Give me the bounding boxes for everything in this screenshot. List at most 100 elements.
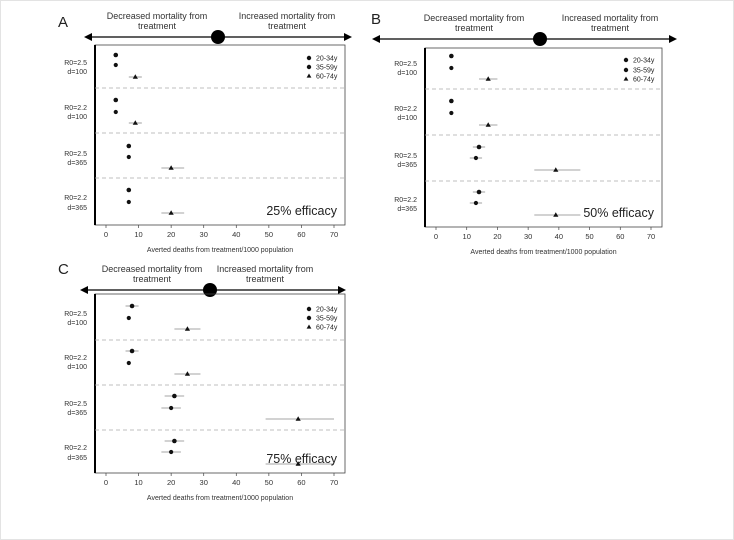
data-point-60-74y: [553, 167, 559, 172]
data-point-20-34y: [172, 393, 177, 399]
data-point-35-59y: [126, 360, 131, 366]
header-center-marker: [211, 30, 225, 44]
row-label: d=100: [67, 364, 87, 371]
row-label: d=100: [67, 320, 87, 327]
x-tick-label: 40: [232, 230, 240, 239]
efficacy-annotation: 50% efficacy: [583, 206, 654, 220]
row-label: R0=2.5: [64, 311, 87, 318]
x-tick-label: 50: [585, 232, 593, 241]
row-label: d=100: [67, 114, 87, 121]
x-tick-label: 0: [104, 230, 108, 239]
row-label: R0=2.5: [64, 151, 87, 158]
panel-A: A Decreased mortality fromtreatmentIncrea…: [58, 11, 352, 254]
x-tick-label: 10: [134, 230, 142, 239]
legend-marker: [306, 73, 312, 78]
x-axis-title: Averted deaths from treatment/1000 popul…: [470, 249, 616, 256]
x-tick-label: 30: [524, 232, 532, 241]
row-label: d=365: [67, 160, 87, 167]
x-tick-label: 70: [330, 478, 338, 487]
panel-B: B Decreased mortality fromtreatmentIncrea…: [371, 11, 677, 256]
data-point-60-74y: [184, 371, 191, 376]
data-point-60-74y: [295, 416, 301, 421]
data-point-20-34y: [172, 438, 177, 444]
arrowhead-left: [80, 286, 88, 294]
x-tick-label: 10: [463, 232, 471, 241]
row-label: d=100: [67, 69, 87, 76]
arrowhead-right: [669, 35, 677, 43]
data-point-60-74y: [168, 210, 174, 215]
legend-label: 60-74y: [316, 325, 338, 332]
legend-marker: [306, 306, 312, 312]
x-tick-label: 50: [265, 478, 273, 487]
data-point-60-74y: [553, 212, 559, 217]
header-right-text: treatment: [591, 23, 630, 33]
row-label: R0=2.2: [64, 195, 87, 202]
x-tick-label: 70: [330, 230, 338, 239]
legend-marker: [306, 64, 312, 70]
data-point-35-59y: [113, 109, 118, 115]
legend-label: 60-74y: [316, 74, 338, 81]
data-point-20-34y: [129, 348, 135, 354]
legend-label: 20-34y: [316, 307, 338, 314]
x-tick-label: 10: [134, 478, 142, 487]
data-point-60-74y: [168, 165, 174, 170]
row-label: R0=2.5: [394, 153, 417, 160]
header-left-text: Decreased mortality from: [424, 13, 525, 23]
x-tick-label: 40: [555, 232, 563, 241]
data-point-60-74y: [184, 326, 191, 331]
header-left-text: treatment: [133, 274, 172, 284]
data-point-60-74y: [485, 76, 491, 81]
data-point-20-34y: [476, 189, 482, 195]
plot-frame: [94, 44, 346, 226]
header-left-text: treatment: [455, 23, 494, 33]
legend-marker: [623, 67, 629, 73]
data-point-35-59y: [473, 200, 479, 206]
data-point-20-34y: [126, 143, 132, 149]
x-tick-label: 20: [493, 232, 501, 241]
data-point-60-74y: [485, 122, 491, 127]
data-point-35-59y: [169, 449, 174, 455]
header-right-text: treatment: [268, 21, 307, 31]
data-point-60-74y: [132, 74, 138, 79]
x-tick-label: 40: [232, 478, 240, 487]
row-label: d=365: [67, 455, 87, 462]
x-tick-label: 0: [104, 478, 108, 487]
legend-label: 20-34y: [316, 56, 338, 63]
data-point-20-34y: [129, 303, 135, 309]
row-label: R0=2.2: [394, 197, 417, 204]
panel-letter: A: [58, 14, 68, 31]
data-point-35-59y: [113, 62, 118, 68]
row-label: R0=2.5: [394, 61, 417, 68]
data-point-20-34y: [449, 53, 454, 59]
panel-C: C Decreased mortality fromtreatmentIncrea…: [58, 261, 346, 502]
data-point-60-74y: [132, 120, 138, 125]
legend-label: 20-34y: [633, 58, 655, 65]
row-label: d=365: [397, 206, 417, 213]
x-tick-label: 30: [200, 230, 208, 239]
header-right-text: Increased mortality from: [239, 11, 336, 21]
legend-marker: [306, 324, 312, 329]
legend-label: 35-59y: [633, 68, 655, 75]
x-tick-label: 50: [265, 230, 273, 239]
legend-label: 35-59y: [316, 316, 338, 323]
legend-label: 60-74y: [633, 77, 655, 84]
legend-marker: [623, 76, 629, 81]
header-left-text: Decreased mortality from: [107, 11, 208, 21]
row-label: d=100: [397, 115, 417, 122]
data-point-20-34y: [476, 144, 482, 150]
data-point-35-59y: [449, 110, 454, 116]
efficacy-annotation: 25% efficacy: [266, 204, 337, 218]
x-tick-label: 30: [200, 478, 208, 487]
legend-marker: [306, 315, 312, 321]
row-label: d=365: [67, 205, 87, 212]
x-axis-title: Averted deaths from treatment/1000 popul…: [147, 247, 293, 254]
data-point-35-59y: [169, 405, 174, 411]
header-left-text: treatment: [138, 21, 177, 31]
data-point-35-59y: [449, 65, 454, 71]
row-label: R0=2.2: [64, 105, 87, 112]
row-label: R0=2.5: [64, 60, 87, 67]
row-label: R0=2.2: [394, 106, 417, 113]
data-point-20-34y: [126, 187, 132, 193]
row-label: d=100: [397, 70, 417, 77]
